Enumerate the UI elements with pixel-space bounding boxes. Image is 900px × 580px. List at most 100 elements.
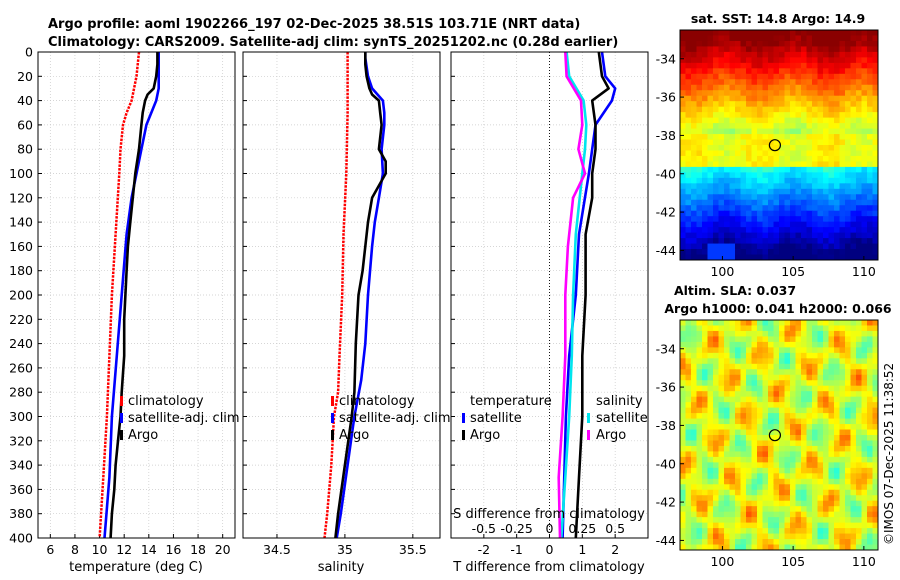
map-cell [685, 145, 692, 152]
map-cell [680, 84, 687, 91]
map-cell [845, 489, 852, 496]
map-cell [834, 528, 841, 535]
map-cell [812, 128, 819, 135]
map-cell [729, 407, 736, 414]
map-cell [707, 451, 714, 458]
map-cell [812, 341, 819, 348]
map-cell [773, 117, 780, 124]
map-cell [757, 199, 764, 206]
map-cell [806, 134, 813, 141]
map-cell [806, 511, 813, 518]
map-cell [817, 161, 824, 168]
map-cell [828, 320, 835, 327]
map-cell [817, 62, 824, 69]
map-cell [751, 473, 758, 480]
map-cell [735, 440, 742, 447]
map-cell [839, 117, 846, 124]
map-cell [685, 172, 692, 179]
map-cell [823, 396, 830, 403]
map-cell [735, 407, 742, 414]
map-cell [784, 183, 791, 190]
map-cell [696, 161, 703, 168]
map-cell [834, 40, 841, 48]
map-cell [680, 440, 687, 447]
map-cell [713, 84, 720, 91]
map-cell [806, 139, 813, 146]
map-cell [762, 106, 769, 113]
map-cell [691, 243, 698, 250]
map-cell [861, 123, 868, 130]
map-cell [762, 134, 769, 141]
map-cell [696, 57, 703, 64]
map-cell [729, 484, 736, 491]
map-y-tick-label: -44 [656, 533, 676, 548]
map-cell [861, 139, 868, 146]
map-cell [861, 166, 868, 173]
map-cell [867, 369, 874, 376]
map-cell [757, 30, 764, 37]
map-cell [707, 183, 714, 190]
map-cell [729, 106, 736, 113]
map-cell [812, 396, 819, 403]
map-cell [735, 533, 742, 540]
map-cell [762, 210, 769, 217]
map-cell [751, 500, 758, 507]
map-cell [696, 489, 703, 496]
map-cell [696, 172, 703, 179]
map-cell [751, 435, 758, 442]
map-cell [724, 467, 731, 474]
map-cell [724, 445, 731, 453]
map-cell [702, 374, 709, 381]
map-cell [680, 517, 687, 524]
map-cell [801, 150, 808, 157]
map-cell [746, 150, 753, 157]
map-cell [707, 325, 714, 332]
map-cell [735, 462, 742, 469]
map-cell [845, 435, 852, 442]
map-cell [740, 369, 747, 376]
map-cell [735, 145, 742, 152]
map-cell [746, 79, 753, 86]
map-cell [685, 385, 692, 392]
map-cell [779, 402, 786, 409]
map-cell [718, 150, 725, 157]
map-cell [718, 418, 725, 425]
map-cell [812, 243, 819, 250]
map-cell [740, 539, 747, 546]
legend-swatch-satellite [331, 413, 334, 423]
map-cell [828, 62, 835, 69]
map-cell [867, 473, 874, 480]
map-cell [784, 347, 791, 354]
map-cell [751, 341, 758, 348]
map-cell [718, 199, 725, 206]
map-cell [779, 380, 786, 387]
map-cell [713, 539, 720, 546]
map-cell [762, 445, 769, 453]
map-cell [850, 336, 857, 343]
map-cell [718, 161, 725, 168]
map-cell [839, 145, 846, 152]
map-cell [707, 374, 714, 381]
temperature-legend: climatology satellite-adj. clim Argo [120, 394, 240, 443]
map-cell [817, 210, 824, 217]
map-cell [834, 254, 841, 260]
map-cell [746, 429, 753, 436]
map-cell [773, 101, 780, 108]
map-cell [839, 424, 846, 431]
map-cell [861, 177, 868, 184]
map-cell [872, 249, 878, 256]
map-cell [768, 456, 775, 463]
map-cell [757, 330, 764, 338]
map-cell [790, 341, 797, 348]
map-cell [740, 232, 747, 239]
map-cell [784, 544, 791, 550]
map-cell [746, 30, 753, 37]
map-cell [696, 221, 703, 228]
map-cell [823, 369, 830, 376]
map-cell [856, 489, 863, 496]
map-cell [707, 380, 714, 387]
map-cell [867, 358, 874, 365]
map-cell [724, 363, 731, 370]
map-cell [746, 456, 753, 463]
map-cell [757, 177, 764, 184]
